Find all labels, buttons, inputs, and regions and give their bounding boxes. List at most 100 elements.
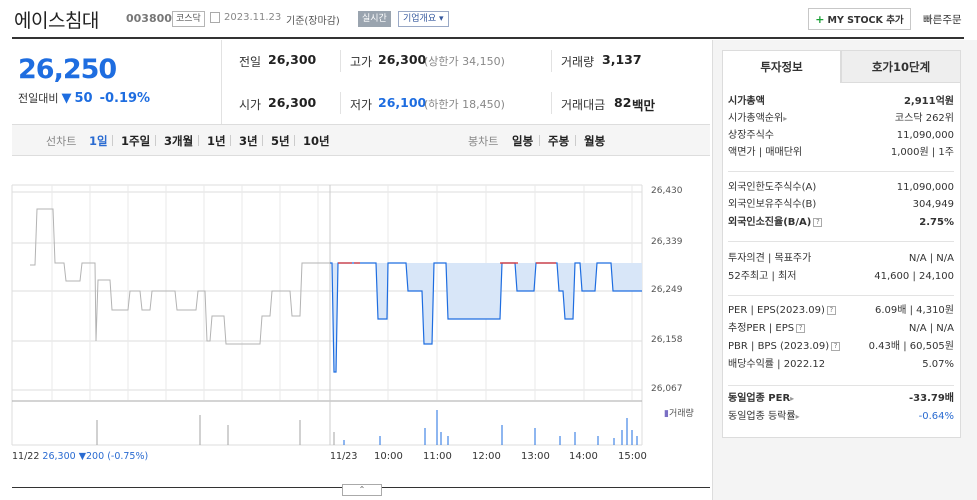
tab-separator bbox=[294, 135, 295, 146]
chevron-right-icon: ▸ bbox=[790, 394, 795, 403]
prev-date: 11/22 bbox=[12, 451, 40, 462]
info-row: 동일업종 PER▸ -33.79배 bbox=[728, 393, 954, 404]
x-tick: 10:00 bbox=[374, 451, 403, 462]
info-row: 시가총액 2,911억원 bbox=[728, 96, 954, 107]
tab-candle[interactable]: 주봉 bbox=[548, 134, 570, 148]
price-chart[interactable] bbox=[0, 0, 712, 500]
quick-order-link[interactable]: 빠른주문 bbox=[923, 14, 962, 26]
y-tick: 26,158 bbox=[651, 335, 683, 345]
info-row: 상장주식수 11,090,000 bbox=[728, 130, 954, 141]
stock-name: 에이스침대 bbox=[14, 10, 99, 32]
x-tick: 13:00 bbox=[521, 451, 550, 462]
tab-period[interactable]: 10년 bbox=[303, 134, 330, 148]
tab-separator bbox=[575, 135, 576, 146]
low-value: 26,100 bbox=[378, 95, 427, 110]
stock-code: 003800 bbox=[126, 12, 172, 25]
header-divider bbox=[12, 37, 964, 39]
info-row: 52주최고 | 최저 41,600 | 24,100 bbox=[728, 271, 954, 282]
change-label: 전일대비 bbox=[18, 92, 59, 105]
invest-info-box bbox=[722, 50, 961, 438]
lower-limit: (하한가 18,450) bbox=[424, 98, 505, 111]
x-tick: 12:00 bbox=[472, 451, 501, 462]
info-row: 외국인한도주식수(A) 11,090,000 bbox=[728, 182, 954, 193]
tab-period[interactable]: 3개월 bbox=[164, 134, 194, 148]
tab-period[interactable]: 1일 bbox=[89, 134, 108, 148]
basis-text: 기준(장마감) bbox=[286, 16, 340, 27]
collapse-chevron-up-icon[interactable]: ⌃ bbox=[342, 484, 382, 496]
y-tick: 26,067 bbox=[651, 384, 683, 394]
amount-value: 82 bbox=[614, 95, 632, 110]
chevron-right-icon: ▸ bbox=[783, 114, 788, 123]
prev-label: 전일 bbox=[239, 55, 262, 69]
candle-chart-label: 봉차트 bbox=[468, 135, 499, 148]
current-price: 26,250 bbox=[18, 54, 117, 85]
info-icon: ? bbox=[813, 217, 823, 227]
date: 2023.11.23 bbox=[224, 12, 282, 23]
info-row: PER | EPS(2023.09)? 6.09배 | 4,310원 bbox=[728, 305, 954, 316]
tab-period[interactable]: 1년 bbox=[207, 134, 226, 148]
prev-day-summary: 11/22 26,300 ▼200 (-0.75%) bbox=[12, 451, 148, 462]
market-badge: 코스닥 bbox=[172, 11, 205, 27]
divider bbox=[551, 50, 552, 72]
info-row: 외국인보유주식수(B) 304,949 bbox=[728, 199, 954, 210]
divider bbox=[728, 241, 954, 242]
prev-change: ▼200 bbox=[78, 451, 105, 462]
tab-period[interactable]: 5년 bbox=[271, 134, 290, 148]
x-tick: 15:00 bbox=[618, 451, 647, 462]
info-row: 외국인소진율(B/A)? 2.75% bbox=[728, 217, 954, 228]
plus-icon: + bbox=[815, 12, 825, 26]
open-label: 시가 bbox=[239, 98, 262, 112]
info-icon: ? bbox=[826, 305, 836, 315]
change-rate: -0.19% bbox=[99, 90, 151, 106]
upper-limit: (상한가 34,150) bbox=[424, 55, 505, 68]
divider bbox=[340, 50, 341, 72]
chart-tabs-bar bbox=[12, 124, 710, 156]
change-value: 50 bbox=[74, 90, 93, 106]
tab-separator bbox=[262, 135, 263, 146]
low-label: 저가 bbox=[350, 98, 373, 112]
volume-legend: ▮거래량 bbox=[664, 409, 694, 419]
volume-bars bbox=[96, 415, 335, 445]
company-overview-label: 기업개요 bbox=[403, 14, 437, 24]
down-arrow-icon: ▼ bbox=[61, 90, 72, 106]
tab-separator bbox=[155, 135, 156, 146]
x-tick: 14:00 bbox=[569, 451, 598, 462]
line-chart-label: 선차트 bbox=[46, 135, 77, 148]
x-tick: 11/23 bbox=[330, 451, 358, 462]
tab-candle[interactable]: 월봉 bbox=[584, 134, 606, 148]
tab-separator bbox=[112, 135, 113, 146]
tab-candle[interactable]: 일봉 bbox=[512, 134, 534, 148]
prev-value: 26,300 bbox=[268, 52, 317, 67]
x-tick: 11:00 bbox=[423, 451, 452, 462]
tab-period[interactable]: 1주일 bbox=[121, 134, 151, 148]
volume-value: 3,137 bbox=[602, 52, 642, 67]
my-stock-label: MY STOCK 추가 bbox=[827, 15, 904, 26]
amount-label: 거래대금 bbox=[561, 98, 606, 112]
tab-orderbook[interactable]: 호가10단계 bbox=[841, 50, 961, 83]
change-row: 전일대비 ▼ 50 -0.19% bbox=[18, 90, 150, 106]
amount-unit: 백만 bbox=[632, 98, 656, 113]
info-icon: ? bbox=[831, 341, 841, 351]
y-tick: 26,249 bbox=[651, 285, 683, 295]
tab-period[interactable]: 3년 bbox=[239, 134, 258, 148]
realtime-badge[interactable]: 실시간 bbox=[358, 11, 391, 27]
prev-price: 26,300 bbox=[42, 451, 76, 462]
tab-invest-info[interactable]: 투자정보 bbox=[722, 50, 841, 83]
clock-icon bbox=[210, 12, 220, 23]
chevron-down-icon: ▾ bbox=[439, 14, 444, 24]
open-value: 26,300 bbox=[268, 95, 317, 110]
price-box bbox=[12, 40, 222, 124]
divider bbox=[728, 295, 954, 296]
info-icon: ? bbox=[796, 323, 806, 333]
info-row: 투자의견 | 목표주가 N/A | N/A bbox=[728, 253, 954, 264]
chevron-right-icon: ▸ bbox=[795, 412, 800, 421]
divider bbox=[551, 92, 552, 114]
company-overview-button[interactable]: 기업개요 ▾ bbox=[398, 11, 449, 27]
my-stock-button[interactable]: + MY STOCK 추가 bbox=[808, 8, 911, 30]
tab-separator bbox=[198, 135, 199, 146]
y-tick: 26,339 bbox=[651, 237, 683, 247]
tab-separator bbox=[539, 135, 540, 146]
divider bbox=[728, 385, 954, 386]
info-row: 배당수익률 | 2022.12 5.07% bbox=[728, 359, 954, 370]
divider bbox=[340, 92, 341, 114]
